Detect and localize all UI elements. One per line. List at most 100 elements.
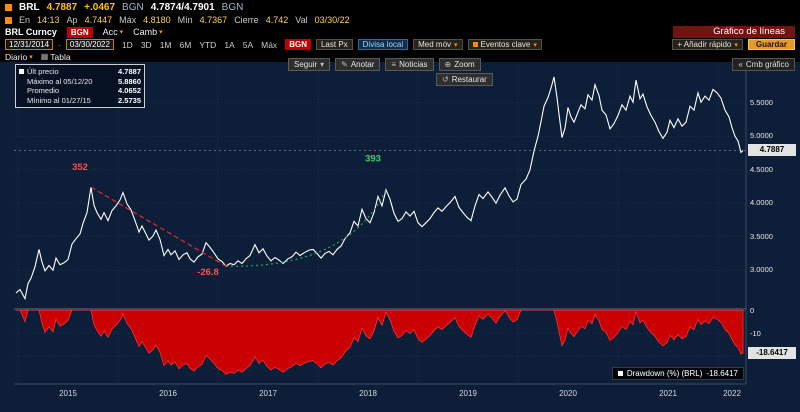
stat-label: Cierre [234, 15, 259, 25]
drawdown-legend: Drawdown (%) (BRL) -18.6417 [611, 367, 744, 380]
session-stats-bar: En 14:13 Ap 4.7447 Máx 4.8180 Mín 4.7367… [0, 14, 800, 26]
legend-label: Máximo al 05/12/20 [27, 76, 93, 86]
series-marker-icon [19, 69, 24, 75]
legend-row: Mínimo al 01/27/15 2.5735 [19, 96, 141, 106]
date-to-field[interactable]: 03/30/2022 [65, 39, 114, 50]
stat-label: Mín [177, 15, 193, 25]
price-change: +.0467 [84, 1, 116, 13]
drawdown-legend-value: -18.6417 [706, 369, 738, 378]
zoom-button[interactable]: ⊕ Zoom [438, 58, 481, 71]
follow-button[interactable]: Seguir ▾ [288, 58, 331, 71]
period-button[interactable]: Máx [258, 40, 280, 50]
legend-row: Promedio 4.0652 [19, 86, 141, 96]
legend-value: 4.7887 [118, 67, 141, 76]
price-field-button[interactable]: Last Px [315, 39, 353, 50]
legend-label: Mínimo al 01/27/15 [27, 95, 91, 105]
chevron-down-icon: ▾ [454, 41, 458, 49]
annotate-button[interactable]: ✎ Anotar [335, 58, 381, 71]
legend-spacer [19, 98, 24, 103]
restore-button[interactable]: ↺ Restaurar [436, 73, 493, 86]
stat-label: Val [295, 15, 308, 25]
key-event-icon [472, 42, 478, 47]
chevron-down-icon: ▾ [320, 60, 325, 69]
legend-row: Últ precio 4.7887 [19, 67, 141, 77]
pencil-icon: ✎ [341, 60, 348, 69]
frequency-dropdown[interactable]: Diario ▾ [5, 51, 33, 62]
chevron-down-icon: ▾ [734, 41, 738, 49]
pricing-source-button[interactable]: BGN [285, 39, 311, 50]
trendline [90, 186, 227, 267]
legend-value: 5.8860 [118, 76, 141, 86]
security-name[interactable]: BRL Curncy [5, 27, 57, 37]
bid-ask: 4.7874/4.7901 [150, 1, 215, 13]
chart-annotation: 352 [72, 162, 88, 173]
chart-annotation: 393 [365, 154, 381, 165]
period-button[interactable]: 6M [177, 40, 195, 50]
frequency-bar: Diario ▾ ▦ Tabla [0, 51, 800, 62]
stat-value: 4.8180 [143, 15, 171, 25]
price-line [15, 76, 744, 301]
moving-average-button[interactable]: Med móv ▾ [413, 39, 463, 50]
drawdown-axis-badge: -18.6417 [748, 347, 796, 360]
legend-value: 4.0652 [118, 86, 141, 95]
last-price-axis-badge: 4.7887 [748, 144, 796, 157]
legend-label: Promedio [27, 86, 60, 95]
price-chart[interactable]: 352 -26.8 393 [0, 62, 800, 412]
period-button[interactable]: 1D [119, 40, 136, 50]
chevron-down-icon: ▾ [29, 53, 33, 61]
pricing-source-badge[interactable]: BGN [66, 26, 93, 38]
function-title: Gráfico de líneas [673, 26, 795, 38]
chart-region: 352 -26.8 393 3.0000 3.5000 4.0000 4.5000 5.00… [0, 58, 800, 412]
change-chart-button[interactable]: « Cmb gráfico [732, 58, 795, 71]
news-icon: ≡ [391, 60, 397, 69]
title-bar: BRL 4.7887 +.0467 BGN 4.7874/4.7901 BGN [0, 0, 800, 14]
local-currency-button[interactable]: Divisa local [357, 39, 409, 50]
chart-annotation: -26.8 [197, 267, 219, 278]
drawdown-legend-label: Drawdown (%) (BRL) [626, 369, 703, 378]
chart-toolbar: 12/31/2014 - 03/30/2022 1D 3D 1M 6M YTD 1A 5A M… [0, 38, 800, 51]
pricing-source-label: BGN [122, 1, 144, 13]
period-button[interactable]: 1A [221, 40, 237, 50]
stat-value: 03/30/22 [314, 15, 350, 25]
legend-row: Máximo al 05/12/20 5.8860 [19, 77, 141, 87]
chevron-down-icon: ▾ [533, 41, 537, 49]
window-icon [5, 3, 12, 11]
stat-value: 4.742 [265, 15, 289, 25]
legend-label: Últ precio [27, 67, 59, 76]
drawdown-area [16, 309, 744, 375]
table-grid-icon: ▦ [40, 52, 49, 61]
period-button[interactable]: YTD [196, 40, 219, 50]
chevron-down-icon: ▾ [159, 29, 163, 36]
quick-add-button[interactable]: + Añadir rápido ▾ [672, 39, 743, 50]
tab-cambiar[interactable]: Camb ▾ [133, 27, 163, 37]
legend-value: 2.5735 [118, 95, 141, 105]
news-button[interactable]: ≡ Noticias [385, 58, 434, 71]
period-button[interactable]: 5A [240, 40, 256, 50]
chevron-down-icon: ▾ [119, 29, 124, 36]
tab-acciones[interactable]: Acc ▾ [102, 27, 124, 37]
legend-spacer [19, 88, 24, 93]
table-button[interactable]: ▦ Tabla [40, 51, 71, 62]
function-bar: BRL Curncy BGN Acc ▾ Camb ▾ Gráfico de lín… [0, 26, 800, 38]
save-button[interactable]: Guardar [747, 39, 795, 50]
stat-value: 14:13 [37, 15, 60, 25]
stat-label: En [19, 15, 31, 25]
restore-icon: ↺ [442, 75, 449, 84]
alert-icon [5, 16, 12, 24]
period-button[interactable]: 3D [138, 40, 155, 50]
key-events-button[interactable]: Eventos clave ▾ [467, 39, 542, 50]
pricing-source-label-2: BGN [221, 1, 244, 13]
stat-value: 4.7447 [84, 15, 113, 25]
period-buttons: 1D 3D 1M 6M YTD 1A 5A Máx [119, 40, 280, 50]
legend-spacer [19, 79, 24, 84]
magnifier-icon: ⊕ [444, 60, 452, 69]
date-from-field[interactable]: 12/31/2014 [5, 39, 54, 50]
chevrons-icon: « [738, 60, 743, 69]
date-range-separator: - [58, 39, 61, 50]
stat-label: Máx [119, 15, 137, 25]
series-marker-icon [617, 371, 623, 376]
ticker: BRL [19, 1, 40, 13]
stat-value: 4.7367 [199, 15, 228, 25]
period-button[interactable]: 1M [157, 40, 175, 50]
